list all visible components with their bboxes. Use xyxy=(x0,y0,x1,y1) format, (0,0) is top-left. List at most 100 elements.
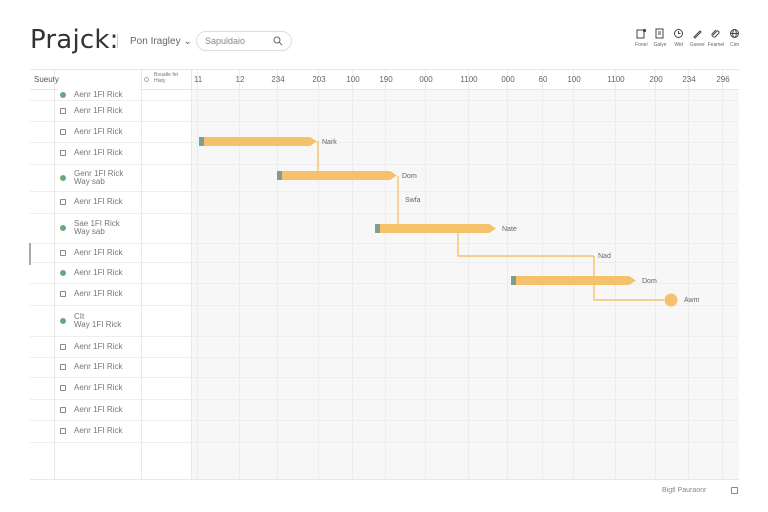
task-cell: Aenr 1FI Rick xyxy=(54,121,140,142)
task-checkbox[interactable] xyxy=(60,107,66,114)
task-checkbox[interactable] xyxy=(60,343,66,350)
timeline-tick: 100 xyxy=(346,70,360,479)
table-row[interactable]: Aenr 1FI Rick xyxy=(30,399,739,421)
task-cell: Aenr 1FI Rick xyxy=(54,262,140,283)
timeline-header: 11 12 234 203 100 190 000 1100 000 60 100 1100 200 23… xyxy=(191,70,739,479)
resize-handle[interactable] xyxy=(29,243,31,265)
table-row[interactable]: Aenr 1FI Rick xyxy=(30,121,739,143)
task-cell: Aenr 1FI Rick xyxy=(54,336,140,357)
status-done-icon[interactable] xyxy=(60,317,66,324)
task-cell: Aenr 1FI Rick xyxy=(54,399,140,420)
toolbar-label: Gaiye xyxy=(653,42,667,48)
toolbar-button-gaiye[interactable]: Gaiye xyxy=(651,28,670,54)
clock-icon xyxy=(674,29,684,38)
timeline-tick: 1100 xyxy=(460,70,478,479)
table-row[interactable]: Aenr 1FI Rick xyxy=(30,283,739,306)
project-filter-dropdown[interactable]: Pon Iragley ⌄ xyxy=(130,36,192,47)
task-label: Aenr 1FI Rick xyxy=(74,148,123,157)
toolbar-label: Gseee xyxy=(689,42,705,48)
assignee-header[interactable]: Bouatle fet Hiaty xyxy=(140,70,191,90)
toolbar-button-wid[interactable]: Wid xyxy=(669,28,688,54)
top-bar: Prajck: Pon Iragley ⌄ Fonel Gaiye Wid Gs… xyxy=(0,0,768,70)
table-row[interactable]: Sae 1FI Rick Way sab xyxy=(30,213,739,244)
table-row[interactable]: Aenr 1FI Rick xyxy=(30,377,739,400)
task-label: Sae 1FI Rick xyxy=(74,219,120,228)
table-row[interactable]: Aenr 1FI Rick xyxy=(30,420,739,443)
calendar-icon[interactable] xyxy=(731,487,738,494)
document-icon xyxy=(655,28,664,39)
search-icon[interactable] xyxy=(273,36,283,46)
table-row[interactable]: Aenr 1FI Rick xyxy=(30,262,739,284)
task-label: CIt xyxy=(74,311,85,321)
table-row[interactable]: Aenr 1FI Rick xyxy=(30,100,739,122)
search-box[interactable] xyxy=(196,31,292,51)
tick-label: 296 xyxy=(716,75,730,84)
task-column xyxy=(54,70,142,479)
chevron-down-icon: ⌄ xyxy=(183,36,192,47)
task-cell: Aenr 1FI Rick xyxy=(54,377,140,399)
task-checkbox[interactable] xyxy=(60,364,66,370)
task-cell: Sae 1FI Rick Way sab xyxy=(54,213,140,243)
task-sublabel: Way 1FI Rick xyxy=(74,319,122,329)
timeline-tick: 234 xyxy=(271,70,285,479)
task-label: Genr 1FI Rick xyxy=(74,168,124,178)
toolbar-button-feamel[interactable]: Feamel xyxy=(707,28,726,54)
timeline-tick: 000 xyxy=(501,70,515,479)
status-done-icon[interactable] xyxy=(60,269,66,276)
toolbar-label: Wid xyxy=(674,42,683,48)
toolbar-button-gseee[interactable]: Gseee xyxy=(688,28,707,54)
search-input[interactable] xyxy=(205,34,269,48)
task-checkbox[interactable] xyxy=(60,385,66,391)
task-label: Aenr 1FI Rick xyxy=(74,197,123,206)
task-label: Aenr 1FI Rick xyxy=(74,105,123,115)
toolbar-label: Cim xyxy=(730,42,740,48)
table-row[interactable]: Aenr 1FI Rick xyxy=(30,357,739,378)
tick-label: 000 xyxy=(419,75,433,84)
toolbar-label: Fonel xyxy=(635,42,648,48)
task-cell: CIt Way 1FI Rick xyxy=(54,305,140,336)
task-checkbox[interactable] xyxy=(60,291,66,297)
task-checkbox[interactable] xyxy=(60,249,66,256)
attach-icon xyxy=(711,29,721,38)
task-checkbox[interactable] xyxy=(60,406,66,413)
task-cell: Aenr 1FI Rick xyxy=(54,191,140,213)
task-label: Aenr 1FI Rick xyxy=(74,267,123,277)
task-cell: Aenr 1FI Rick xyxy=(54,243,140,262)
table-row[interactable]: Aenr 1FI Rick xyxy=(30,243,739,263)
task-label: Aenr 1FI Rick xyxy=(74,247,123,257)
task-cell: Aenr 1FI Rick xyxy=(54,142,140,164)
table-row[interactable]: Aenr 1FI Rick xyxy=(30,142,739,165)
task-label: Aenr 1FI Rick xyxy=(74,126,123,136)
tick-label: 100 xyxy=(346,75,360,84)
table-row[interactable]: Genr 1FI Rick Way sab xyxy=(30,164,739,192)
toolbar-button-cim[interactable]: Cim xyxy=(725,28,744,54)
timeline-tick: 11 xyxy=(194,70,202,479)
timeline-tick: 203 xyxy=(312,70,326,479)
task-cell: Aenr 1FI Rick xyxy=(54,357,140,377)
task-checkbox[interactable] xyxy=(60,150,66,156)
task-checkbox[interactable] xyxy=(60,199,66,205)
toolbar-button-fonel[interactable]: Fonel xyxy=(632,28,651,54)
table-row[interactable]: CIt Way 1FI Rick xyxy=(30,305,739,337)
toolbar-label: Feamel xyxy=(707,42,725,48)
column-header-summary[interactable]: Sueuty xyxy=(30,70,59,90)
gantt-grid: Sueuty Bouatle fet Hiaty 11 12 234 203 100 19… xyxy=(30,69,739,480)
status-done-icon[interactable] xyxy=(60,174,66,181)
task-label: Aenr 1FI Rick xyxy=(74,289,123,298)
footer-text: Bigtl Pauraonr xyxy=(662,487,707,494)
globe-icon xyxy=(730,29,740,38)
status-done-icon[interactable] xyxy=(60,91,66,98)
toolbar: Fonel Gaiye Wid Gseee Feamel Cim xyxy=(632,28,744,54)
task-checkbox[interactable] xyxy=(60,428,66,434)
tick-label: 203 xyxy=(312,75,326,84)
task-sublabel: Way sab xyxy=(74,176,105,186)
table-row[interactable]: Aenr 1FI Rick xyxy=(30,89,739,101)
timeline-tick: 234 xyxy=(682,70,696,479)
timeline-tick: 100 xyxy=(567,70,581,479)
status-done-icon[interactable] xyxy=(60,225,66,231)
task-checkbox[interactable] xyxy=(60,128,66,135)
task-label: Aenr 1FI Rick xyxy=(74,362,123,371)
task-cell: Aenr 1FI Rick xyxy=(54,283,140,305)
table-row[interactable]: Aenr 1FI Rick xyxy=(30,336,739,358)
table-row[interactable]: Aenr 1FI Rick xyxy=(30,191,739,214)
